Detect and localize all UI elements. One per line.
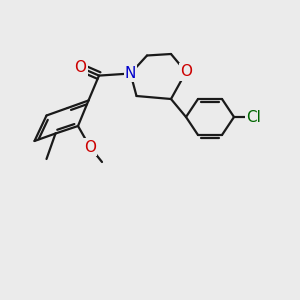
Text: N: N (125, 66, 136, 81)
Text: O: O (84, 140, 96, 154)
Text: O: O (74, 60, 86, 75)
Text: Cl: Cl (246, 110, 261, 124)
Text: O: O (180, 64, 192, 80)
